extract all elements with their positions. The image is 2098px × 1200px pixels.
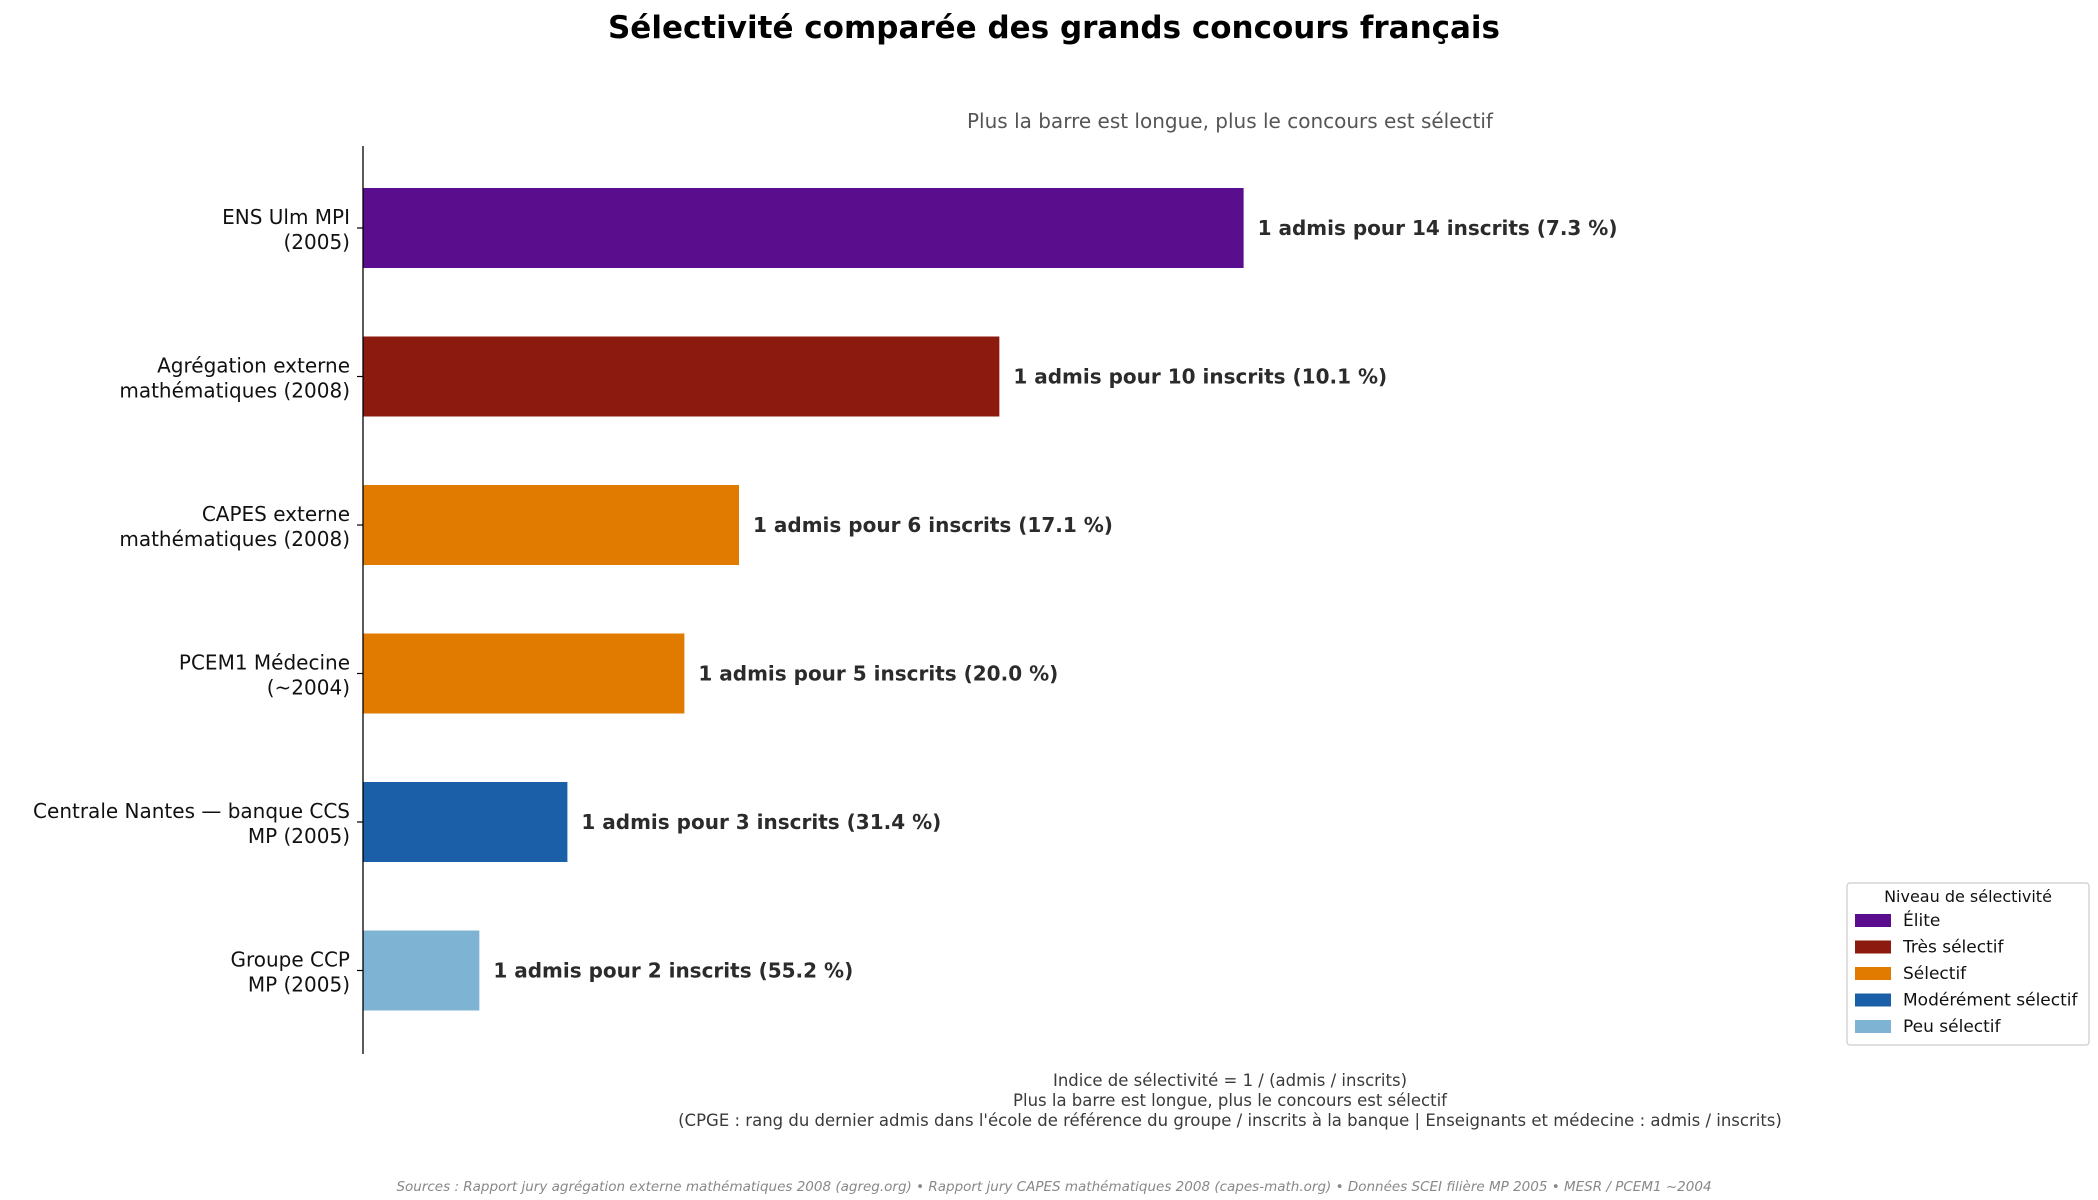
category-label-1-line-0: Agrégation externe [157,354,350,378]
legend-label-1: Très sélectif [1902,938,2004,958]
category-label-1-line-1: mathématiques (2008) [119,379,350,403]
bar-2 [363,485,740,565]
bars-group [363,188,1244,1011]
bar-0 [363,188,1244,268]
legend-label-4: Peu sélectif [1903,1017,2002,1037]
bar-4 [363,782,568,862]
category-label-3-line-0: PCEM1 Médecine [179,651,350,675]
legend-swatch-3 [1855,993,1891,1007]
legend-swatch-2 [1855,967,1891,980]
category-label-0-line-1: (2005) [283,230,350,254]
category-label-5: Groupe CCP MP (2005) [230,948,350,997]
data-label-5: 1 admis pour 2 inscrits (55.2 %) [493,959,853,983]
note-line-2: Plus la barre est longue, plus le concou… [1013,1091,1448,1110]
category-label-3: PCEM1 Médecine (~2004) [179,651,350,700]
category-label-2-line-1: mathématiques (2008) [119,527,350,551]
category-label-0: ENS Ulm MPI (2005) [222,205,350,254]
bar-1 [363,336,1000,417]
note-line-3: (CPGE : rang du dernier admis dans l'éco… [678,1111,1782,1130]
category-label-0-line-0: ENS Ulm MPI [222,205,350,229]
category-label-2-line-0: CAPES externe [202,502,350,526]
data-label-2: 1 admis pour 6 inscrits (17.1 %) [753,513,1113,537]
category-labels-group: ENS Ulm MPI (2005)Agrégation externe mathé… [33,205,363,997]
legend: Niveau de sélectivité Élite Très sélectif… [1846,882,2090,1046]
data-label-0: 1 admis pour 14 inscrits (7.3 %) [1258,216,1618,240]
legend-frame [1846,882,2090,1046]
legend-title: Niveau de sélectivité [1884,887,2052,906]
note-line-1: Indice de sélectivité = 1 / (admis / ins… [1053,1071,1407,1090]
bar-3 [363,633,685,714]
legend-label-3: Modérément sélectif [1903,991,2078,1011]
category-label-4-line-1: MP (2005) [248,824,350,848]
legend-swatch-1 [1855,940,1891,954]
legend-entries: Élite Très sélectif Sélectif Modérément sél… [1855,909,2078,1037]
legend-label-2: Sélectif [1903,964,1967,984]
chart-subtitle: Plus la barre est longue, plus le concou… [967,109,1494,133]
source-note: Sources : Rapport jury agrégation extern… [396,1179,1711,1195]
category-label-2: CAPES externe mathématiques (2008) [119,502,350,551]
notes-group: Indice de sélectivité = 1 / (admis / ins… [678,1071,1782,1130]
data-labels-group: 1 admis pour 14 inscrits (7.3 %) 1 admis … [493,216,1617,983]
bar-5 [363,930,480,1011]
category-label-1: Agrégation externe mathématiques (2008) [119,354,350,403]
category-label-5-line-1: MP (2005) [248,973,350,997]
legend-swatch-0 [1855,914,1891,927]
data-label-1: 1 admis pour 10 inscrits (10.1 %) [1013,365,1387,389]
legend-swatch-4 [1855,1020,1891,1033]
legend-label-0: Élite [1903,909,1940,931]
category-label-3-line-1: (~2004) [267,676,350,700]
category-label-4: Centrale Nantes — banque CCS MP (2005) [33,799,350,848]
data-label-4: 1 admis pour 3 inscrits (31.4 %) [581,810,941,834]
category-label-4-line-0: Centrale Nantes — banque CCS [33,799,350,823]
data-label-3: 1 admis pour 5 inscrits (20.0 %) [698,662,1058,686]
chart-title: Sélectivité comparée des grands concours… [608,10,1500,46]
category-label-5-line-0: Groupe CCP [230,948,350,972]
